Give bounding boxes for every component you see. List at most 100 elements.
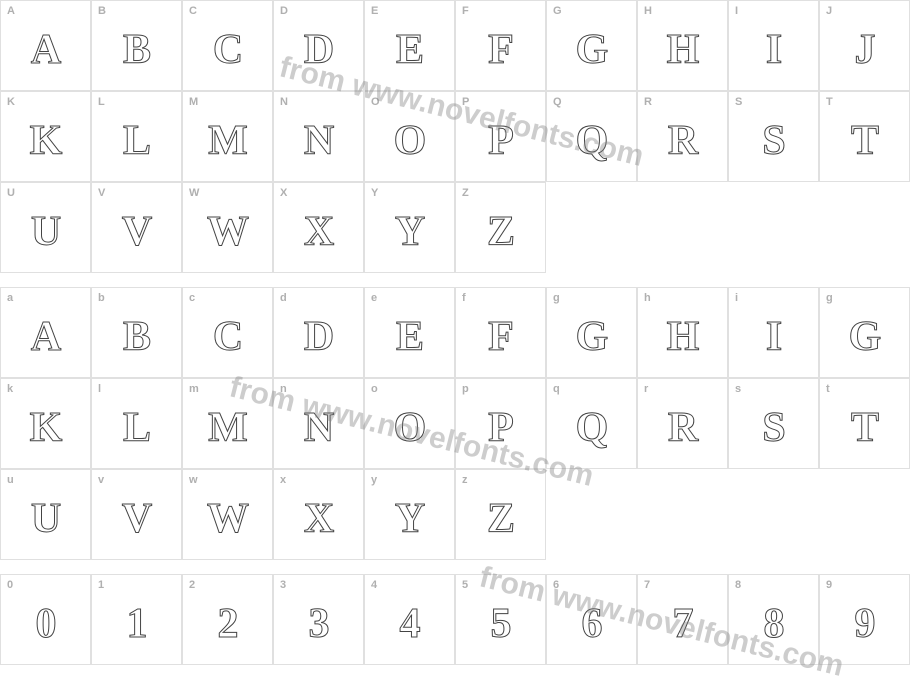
glyph-cell[interactable]: iI xyxy=(728,287,819,378)
glyph-label: y xyxy=(371,474,377,486)
glyph-cell[interactable]: pP xyxy=(455,378,546,469)
glyph-cell[interactable]: 22 xyxy=(182,574,273,665)
glyph-cell[interactable]: 00 xyxy=(0,574,91,665)
glyph-cell[interactable]: II xyxy=(728,0,819,91)
glyph-cell[interactable]: XX xyxy=(273,182,364,273)
glyph-cell[interactable]: xX xyxy=(273,469,364,560)
glyph-cell[interactable]: WW xyxy=(182,182,273,273)
glyph-character: R xyxy=(638,379,727,468)
glyph-label: Y xyxy=(371,187,378,199)
glyph-cell[interactable]: gG xyxy=(546,287,637,378)
glyph-cell[interactable]: hH xyxy=(637,287,728,378)
glyph-cell[interactable]: TT xyxy=(819,91,910,182)
glyph-character: I xyxy=(729,288,818,377)
glyph-cell[interactable]: 11 xyxy=(91,574,182,665)
glyph-cell[interactable]: AA xyxy=(0,0,91,91)
glyph-label: M xyxy=(189,96,198,108)
glyph-label: g xyxy=(553,292,560,304)
glyph-cell[interactable]: tT xyxy=(819,378,910,469)
glyph-cell[interactable]: OO xyxy=(364,91,455,182)
glyph-character: G xyxy=(547,288,636,377)
glyph-cell[interactable]: RR xyxy=(637,91,728,182)
section-spacer xyxy=(0,273,911,287)
glyph-cell[interactable]: fF xyxy=(455,287,546,378)
glyph-cell[interactable]: vV xyxy=(91,469,182,560)
glyph-label: 5 xyxy=(462,579,468,591)
glyph-character: 9 xyxy=(820,575,909,664)
glyph-cell[interactable]: lL xyxy=(91,378,182,469)
glyph-label: k xyxy=(7,383,13,395)
glyph-cell[interactable]: BB xyxy=(91,0,182,91)
glyph-cell[interactable]: zZ xyxy=(455,469,546,560)
glyph-cell[interactable]: 99 xyxy=(819,574,910,665)
glyph-label: s xyxy=(735,383,741,395)
glyph-cell[interactable]: 66 xyxy=(546,574,637,665)
glyph-label: L xyxy=(98,96,105,108)
glyph-cell[interactable]: rR xyxy=(637,378,728,469)
glyph-cell[interactable]: sS xyxy=(728,378,819,469)
glyph-cell[interactable]: aA xyxy=(0,287,91,378)
glyph-cell[interactable]: gG xyxy=(819,287,910,378)
glyph-cell[interactable]: bB xyxy=(91,287,182,378)
glyph-cell[interactable]: uU xyxy=(0,469,91,560)
glyph-cell[interactable]: SS xyxy=(728,91,819,182)
glyph-character: V xyxy=(92,183,181,272)
glyph-character: P xyxy=(456,379,545,468)
glyph-cell[interactable]: yY xyxy=(364,469,455,560)
glyph-label: Z xyxy=(462,187,469,199)
glyph-cell[interactable]: oO xyxy=(364,378,455,469)
glyph-character: C xyxy=(183,288,272,377)
glyph-cell[interactable]: PP xyxy=(455,91,546,182)
glyph-cell[interactable]: cC xyxy=(182,287,273,378)
glyph-cell[interactable]: wW xyxy=(182,469,273,560)
glyph-cell[interactable]: HH xyxy=(637,0,728,91)
glyph-cell[interactable]: kK xyxy=(0,378,91,469)
glyph-cell[interactable]: nN xyxy=(273,378,364,469)
glyph-character: 2 xyxy=(183,575,272,664)
glyph-cell[interactable]: LL xyxy=(91,91,182,182)
glyph-cell[interactable]: VV xyxy=(91,182,182,273)
glyph-label: b xyxy=(98,292,105,304)
glyph-cell[interactable]: MM xyxy=(182,91,273,182)
glyph-character: H xyxy=(638,288,727,377)
glyph-cell[interactable]: 44 xyxy=(364,574,455,665)
glyph-character: F xyxy=(456,288,545,377)
glyph-label: R xyxy=(644,96,652,108)
glyph-label: A xyxy=(7,5,15,17)
glyph-cell[interactable]: 55 xyxy=(455,574,546,665)
glyph-cell[interactable]: 33 xyxy=(273,574,364,665)
glyph-cell[interactable]: mM xyxy=(182,378,273,469)
glyph-label: 3 xyxy=(280,579,286,591)
glyph-character: L xyxy=(92,92,181,181)
glyph-cell[interactable]: dD xyxy=(273,287,364,378)
glyph-character: Y xyxy=(365,470,454,559)
glyph-cell[interactable]: UU xyxy=(0,182,91,273)
glyph-character: 0 xyxy=(1,575,90,664)
glyph-label: 6 xyxy=(553,579,559,591)
glyph-character: 7 xyxy=(638,575,727,664)
glyph-cell[interactable]: DD xyxy=(273,0,364,91)
glyph-cell[interactable]: EE xyxy=(364,0,455,91)
glyph-character: 8 xyxy=(729,575,818,664)
glyph-cell[interactable]: GG xyxy=(546,0,637,91)
glyph-character: L xyxy=(92,379,181,468)
glyph-character: Z xyxy=(456,470,545,559)
glyph-cell[interactable]: KK xyxy=(0,91,91,182)
glyph-cell[interactable]: CC xyxy=(182,0,273,91)
glyph-cell[interactable]: FF xyxy=(455,0,546,91)
glyph-label: 1 xyxy=(98,579,104,591)
glyph-cell[interactable]: qQ xyxy=(546,378,637,469)
character-map-grid: AABBCCDDEEFFGGHHIIJJKKLLMMNNOOPPQQRRSSTT… xyxy=(0,0,911,665)
glyph-cell[interactable]: eE xyxy=(364,287,455,378)
glyph-cell[interactable]: QQ xyxy=(546,91,637,182)
glyph-cell[interactable]: 88 xyxy=(728,574,819,665)
glyph-cell[interactable]: NN xyxy=(273,91,364,182)
glyph-cell[interactable]: YY xyxy=(364,182,455,273)
glyph-label: S xyxy=(735,96,742,108)
glyph-character: V xyxy=(92,470,181,559)
glyph-cell[interactable]: ZZ xyxy=(455,182,546,273)
glyph-cell[interactable]: JJ xyxy=(819,0,910,91)
glyph-cell[interactable]: 77 xyxy=(637,574,728,665)
glyph-label: 7 xyxy=(644,579,650,591)
glyph-label: t xyxy=(826,383,830,395)
